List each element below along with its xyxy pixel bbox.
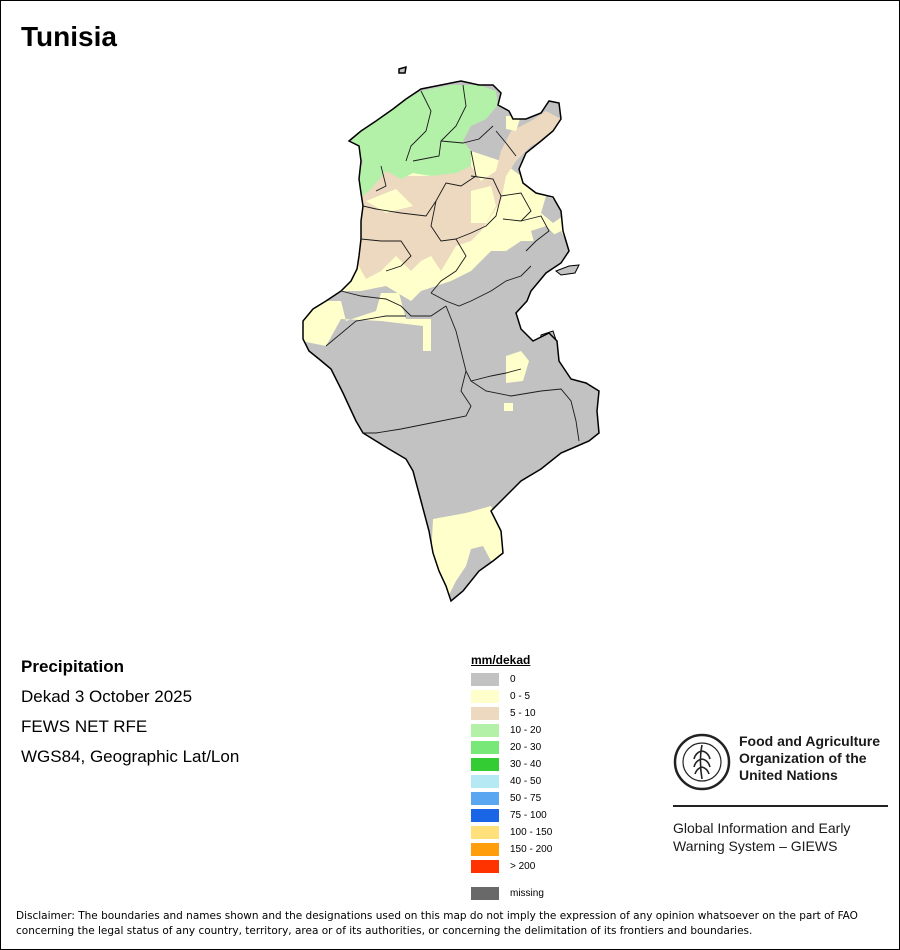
legend-label: 75 - 100: [510, 810, 547, 821]
legend-label: missing: [510, 888, 544, 899]
legend-swatch: [471, 860, 499, 873]
legend-item: 5 - 10: [471, 705, 552, 722]
legend-swatch: [471, 775, 499, 788]
legend-item: 150 - 200: [471, 841, 552, 858]
fao-logo: [673, 733, 731, 791]
legend-swatch: [471, 690, 499, 703]
legend-label: 30 - 40: [510, 759, 542, 770]
legend-swatch: [471, 758, 499, 771]
legend-item: 10 - 20: [471, 722, 552, 739]
legend-item: 40 - 50: [471, 773, 552, 790]
rain-class-0-5-inner: [366, 186, 496, 223]
source-label: FEWS NET RFE: [21, 717, 148, 736]
legend-label: 100 - 150: [510, 827, 553, 838]
disclaimer: Disclaimer: The boundaries and names sho…: [16, 910, 858, 937]
legend-item: 20 - 30: [471, 739, 552, 756]
period-label: Dekad 3 October 2025: [21, 687, 193, 706]
legend-swatch: [471, 792, 499, 805]
rain-class-0-coast-east: [531, 196, 563, 251]
legend-label: 40 - 50: [510, 776, 542, 787]
tunisia-precipitation-map: [302, 65, 600, 603]
giews-line1: Global Information and Early: [673, 820, 851, 836]
legend-item: > 200: [471, 858, 552, 875]
legend-swatch: [471, 887, 499, 900]
fao-name-line1: Food and Agriculture: [739, 733, 881, 749]
legend-item: 0 - 5: [471, 688, 552, 705]
legend-label: 50 - 75: [510, 793, 542, 804]
legend-label: 0 - 5: [510, 691, 531, 702]
fao-name-line2: Organization of the: [739, 750, 867, 766]
legend-item: 0: [471, 671, 552, 688]
map-title: Tunisia: [21, 21, 117, 52]
legend-item: 30 - 40: [471, 756, 552, 773]
divider: [673, 805, 888, 807]
fao-branding: Food and Agriculture Organization of the…: [673, 733, 888, 855]
legend: mm/dekad 0 0 - 5 5 - 10 10 - 20 20 - 30 30 - …: [471, 653, 552, 902]
legend-label: 150 - 200: [510, 844, 553, 855]
map-info: Precipitation Dekad 3 October 2025 FEWS …: [21, 657, 239, 777]
legend-label: 20 - 30: [510, 742, 542, 753]
rain-class-0-5-south: [431, 506, 506, 601]
legend-swatch: [471, 826, 499, 839]
legend-items: 0 0 - 5 5 - 10 10 - 20 20 - 30 30 - 40 40 - 50…: [471, 671, 552, 875]
rain-class-0-5-central: [303, 293, 431, 351]
governorate-boundaries: [325, 84, 580, 442]
legend-swatch: [471, 673, 499, 686]
variable-label: Precipitation: [21, 657, 124, 676]
legend-item: 50 - 75: [471, 790, 552, 807]
giews-line2: Warning System – GIEWS: [673, 838, 838, 854]
rain-class-5-10: [356, 111, 561, 279]
legend-label: 5 - 10: [510, 708, 536, 719]
legend-title: mm/dekad: [471, 653, 531, 667]
legend-swatch: [471, 741, 499, 754]
rain-class-0-5-coast: [504, 351, 529, 411]
legend-swatch: [471, 707, 499, 720]
giews-name: Global Information and Early Warning Sys…: [673, 819, 888, 855]
legend-swatch: [471, 809, 499, 822]
legend-item-missing: missing: [471, 885, 552, 902]
legend-swatch: [471, 843, 499, 856]
legend-item: 100 - 150: [471, 824, 552, 841]
legend-label: 10 - 20: [510, 725, 542, 736]
legend-label: > 200: [510, 861, 536, 872]
projection-label: WGS84, Geographic Lat/Lon: [21, 747, 240, 766]
legend-label: 0: [510, 674, 516, 685]
fao-name-line3: United Nations: [739, 767, 838, 783]
zembra-islands: [555, 264, 580, 276]
tunisia-outline: [302, 65, 600, 603]
legend-item: 75 - 100: [471, 807, 552, 824]
legend-swatch: [471, 724, 499, 737]
fao-name: Food and Agriculture Organization of the…: [739, 733, 880, 784]
